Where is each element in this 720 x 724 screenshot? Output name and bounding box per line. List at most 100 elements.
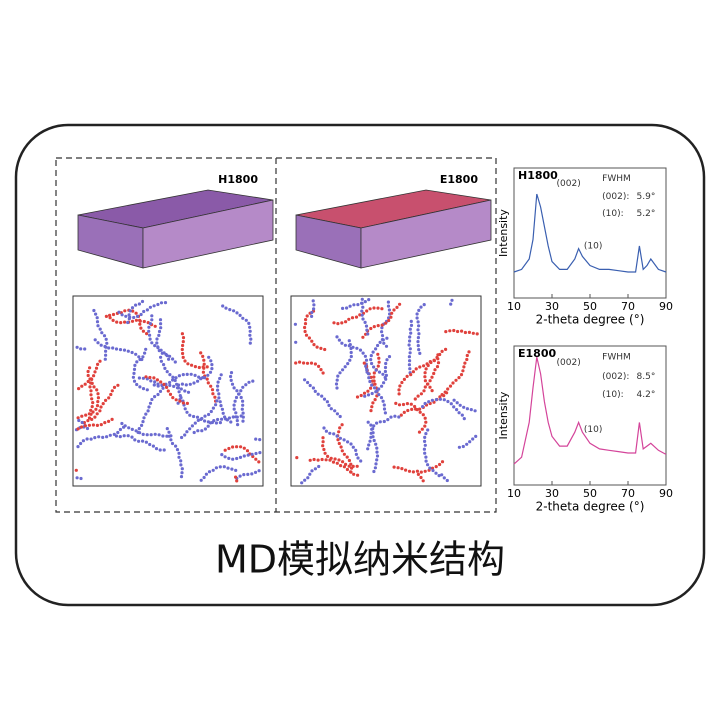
atom — [366, 372, 371, 376]
atom — [385, 336, 389, 340]
atom — [469, 408, 473, 412]
atom — [337, 338, 341, 342]
atom — [436, 361, 441, 365]
atom — [371, 431, 375, 435]
atom — [234, 395, 239, 400]
atom — [407, 469, 412, 473]
atom — [242, 454, 246, 458]
atom — [387, 355, 392, 359]
atom — [364, 324, 369, 328]
atom — [370, 361, 374, 366]
atom — [432, 358, 436, 362]
atom — [250, 472, 254, 476]
panel-label: E1800 — [440, 173, 478, 186]
atom — [298, 360, 302, 364]
atom — [321, 371, 325, 375]
atom — [442, 476, 446, 480]
atom — [181, 343, 185, 348]
atom — [95, 423, 99, 427]
atom — [104, 314, 108, 318]
atom — [404, 468, 408, 472]
atom — [463, 361, 467, 365]
atom — [186, 390, 191, 394]
atom — [89, 389, 93, 393]
atom — [215, 399, 219, 403]
atom — [418, 410, 422, 414]
atom — [150, 397, 154, 402]
atom — [235, 419, 239, 423]
atom — [120, 421, 124, 426]
atom — [379, 396, 384, 400]
atom — [306, 476, 310, 480]
atom — [133, 438, 137, 442]
atom — [358, 313, 362, 317]
atom — [153, 395, 157, 399]
atom — [89, 437, 93, 441]
atom — [415, 408, 419, 412]
atom — [321, 440, 325, 444]
atom — [130, 319, 135, 323]
atom — [368, 439, 372, 443]
atom — [382, 381, 386, 385]
atom — [209, 359, 213, 363]
atom — [338, 414, 342, 419]
atom — [363, 300, 367, 304]
atom — [316, 458, 320, 462]
atom — [96, 396, 100, 400]
atom — [423, 385, 427, 389]
atom — [426, 382, 430, 386]
atom — [124, 314, 128, 318]
atom — [365, 309, 369, 313]
atom — [427, 400, 431, 404]
atom — [342, 452, 346, 456]
atom — [185, 401, 189, 405]
atom — [174, 444, 178, 448]
atom — [319, 368, 323, 372]
panel-label: H1800 — [218, 173, 258, 186]
atom — [88, 377, 92, 381]
atom — [239, 395, 243, 400]
atom — [346, 362, 350, 366]
atom — [195, 415, 200, 419]
atom — [418, 365, 422, 369]
atom — [230, 467, 234, 471]
atom — [177, 390, 181, 394]
atom — [415, 469, 419, 473]
atom — [346, 440, 350, 444]
atom — [116, 430, 120, 435]
atom — [294, 361, 298, 365]
atom — [369, 354, 373, 358]
atom — [98, 327, 102, 331]
atom — [413, 397, 417, 401]
atom — [378, 340, 382, 344]
atom — [428, 466, 432, 470]
atom — [214, 421, 218, 425]
atom — [257, 469, 261, 473]
atom — [373, 398, 377, 402]
atom — [324, 429, 328, 433]
atom — [142, 416, 146, 420]
atom — [202, 362, 206, 366]
atom — [372, 306, 376, 310]
atom — [422, 364, 426, 368]
atom — [134, 352, 138, 356]
atom — [343, 343, 347, 347]
atom — [152, 383, 156, 387]
atom — [254, 451, 258, 456]
atom — [455, 408, 459, 412]
atom — [409, 323, 414, 327]
atom — [408, 347, 412, 351]
atom — [416, 328, 420, 332]
atom — [193, 365, 197, 369]
atom — [239, 445, 243, 449]
atom — [127, 313, 131, 317]
atom — [396, 466, 400, 470]
annotation: (002) — [557, 358, 581, 368]
atom — [153, 324, 157, 328]
atom — [374, 462, 378, 466]
atom — [150, 341, 154, 345]
atom — [147, 329, 151, 333]
atom — [448, 384, 453, 388]
structure-drawings — [74, 189, 492, 485]
atom — [199, 351, 203, 355]
